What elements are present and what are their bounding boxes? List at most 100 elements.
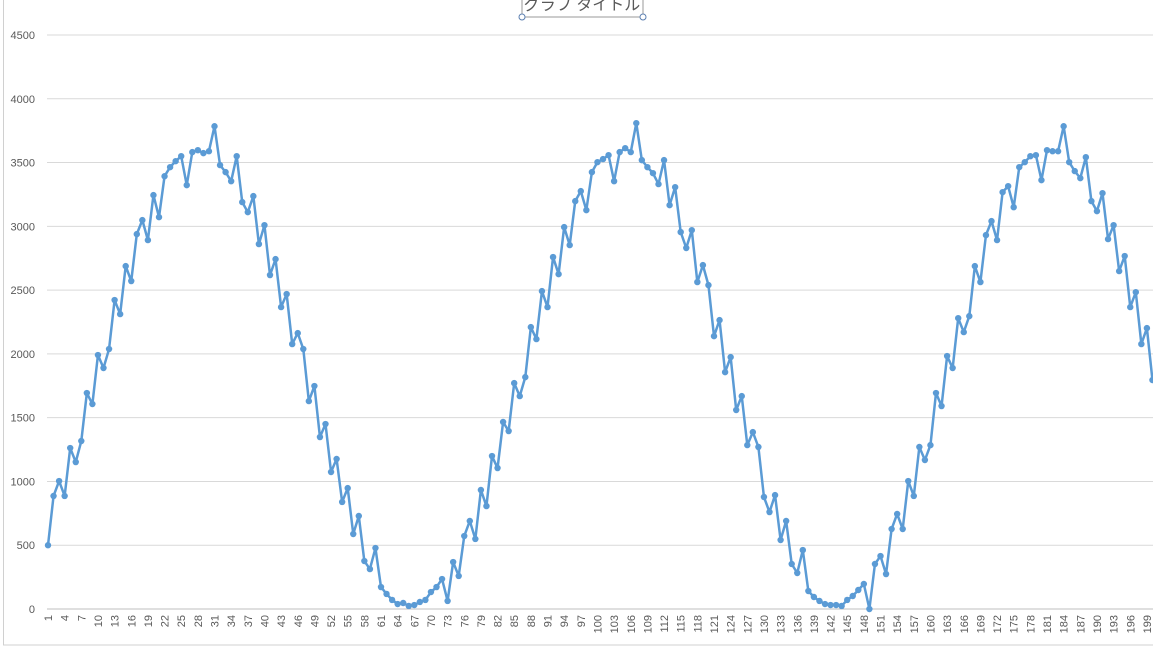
data-point xyxy=(860,580,868,588)
data-point xyxy=(1016,163,1023,171)
data-point xyxy=(150,191,157,199)
data-point xyxy=(472,535,479,543)
data-point xyxy=(1071,167,1078,175)
x-tick-label: 58 xyxy=(359,615,371,627)
data-point xyxy=(522,373,529,381)
data-point xyxy=(1032,151,1040,159)
data-point xyxy=(416,598,424,606)
data-point xyxy=(1021,158,1028,166)
x-tick-label: 175 xyxy=(1009,615,1021,633)
x-tick-label: 127 xyxy=(742,615,754,633)
data-point xyxy=(361,557,368,565)
data-point xyxy=(1066,158,1073,166)
data-point xyxy=(200,149,207,157)
handle[interactable] xyxy=(518,13,526,21)
data-point xyxy=(527,323,535,331)
data-point xyxy=(777,536,784,544)
data-point xyxy=(1132,288,1140,296)
data-point xyxy=(122,262,129,270)
data-point xyxy=(333,455,340,463)
data-point xyxy=(233,152,240,160)
x-tick-label: 133 xyxy=(776,615,788,633)
data-point xyxy=(377,583,385,591)
x-tick-label: 154 xyxy=(892,615,904,633)
data-point xyxy=(622,144,629,152)
data-point xyxy=(477,486,485,494)
y-tick-label: 4000 xyxy=(11,94,35,106)
data-point xyxy=(272,255,279,263)
data-point xyxy=(111,296,118,304)
data-point xyxy=(932,389,940,397)
data-point xyxy=(1077,174,1084,182)
data-point xyxy=(466,517,473,525)
x-tick-label: 22 xyxy=(160,615,172,627)
data-point xyxy=(194,146,202,154)
data-point xyxy=(205,148,213,155)
title-selection[interactable] xyxy=(521,0,644,18)
data-point xyxy=(583,206,590,214)
data-point xyxy=(505,427,512,435)
data-point xyxy=(816,597,823,605)
data-point xyxy=(782,517,790,525)
x-tick-label: 52 xyxy=(326,615,338,627)
data-point xyxy=(366,565,374,573)
data-point xyxy=(627,148,634,156)
chart-frame xyxy=(3,0,1153,646)
x-tick-label: 199 xyxy=(1142,615,1153,633)
data-point xyxy=(1138,340,1145,348)
data-point xyxy=(511,379,518,387)
x-tick-label: 40 xyxy=(259,615,271,627)
x-tick-label: 130 xyxy=(759,615,771,633)
x-tick-label: 106 xyxy=(626,615,638,633)
data-point xyxy=(993,236,1001,244)
handle[interactable] xyxy=(639,13,647,21)
data-point xyxy=(955,314,962,322)
x-tick-label: 166 xyxy=(959,615,971,633)
data-point xyxy=(1115,267,1123,275)
x-tick-label: 142 xyxy=(826,615,838,633)
data-point xyxy=(294,329,301,337)
data-point xyxy=(605,151,612,159)
data-point xyxy=(277,303,285,311)
data-point xyxy=(300,345,307,353)
data-point xyxy=(483,502,490,510)
data-point xyxy=(1127,303,1134,311)
x-tick-label: 10 xyxy=(93,615,105,627)
data-point xyxy=(877,552,884,560)
chart-title[interactable]: グラフ タイトル xyxy=(524,0,640,14)
x-tick-label: 13 xyxy=(110,615,122,627)
data-point xyxy=(916,443,923,451)
x-tick-label: 196 xyxy=(1125,615,1137,633)
x-tick-label: 73 xyxy=(443,615,455,627)
x-tick-label: 178 xyxy=(1025,615,1037,633)
data-point xyxy=(988,217,995,225)
data-point xyxy=(494,464,501,472)
data-point xyxy=(810,593,818,601)
x-tick-label: 82 xyxy=(493,615,505,627)
data-line xyxy=(46,121,1153,611)
x-tick-label: 85 xyxy=(509,615,521,627)
data-point xyxy=(893,510,901,518)
data-point xyxy=(677,228,684,236)
data-point xyxy=(644,163,651,171)
data-point xyxy=(716,316,723,324)
data-point xyxy=(855,586,862,594)
x-tick-label: 55 xyxy=(343,615,355,627)
data-point xyxy=(977,278,984,286)
data-point xyxy=(927,441,934,449)
data-point xyxy=(89,400,96,408)
data-point xyxy=(183,181,190,189)
x-tick-label: 31 xyxy=(210,615,222,627)
data-point xyxy=(910,492,917,500)
data-point xyxy=(438,575,446,583)
x-tick-label: 70 xyxy=(426,615,438,627)
data-point xyxy=(699,261,707,269)
x-tick-label: 94 xyxy=(559,615,571,627)
data-point xyxy=(888,525,895,533)
data-point xyxy=(727,353,734,361)
data-point xyxy=(560,223,568,231)
data-point xyxy=(255,240,263,248)
data-point xyxy=(788,560,795,568)
data-point xyxy=(355,512,362,520)
